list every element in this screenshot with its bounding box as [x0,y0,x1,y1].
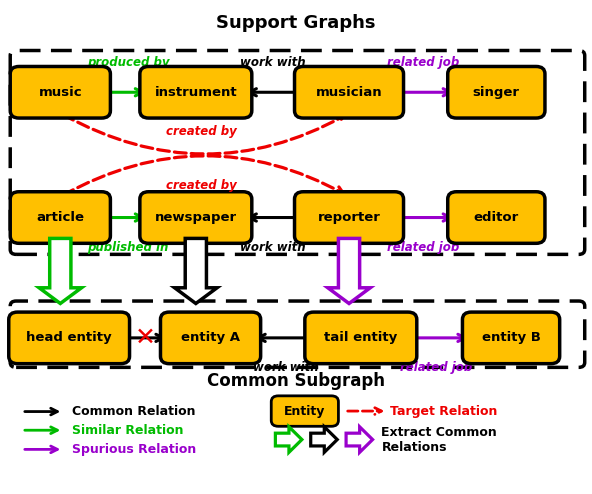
Polygon shape [346,427,372,453]
Text: Target Relation: Target Relation [390,405,498,417]
Text: Entity: Entity [284,405,326,417]
FancyBboxPatch shape [9,312,130,364]
Text: work with: work with [253,362,318,374]
Text: head entity: head entity [26,331,112,344]
FancyBboxPatch shape [462,312,559,364]
Text: reporter: reporter [317,211,381,224]
Text: Common Subgraph: Common Subgraph [207,371,385,390]
Text: related job: related job [387,56,459,69]
Text: Spurious Relation: Spurious Relation [72,443,197,456]
Text: article: article [36,211,84,224]
Text: entity A: entity A [181,331,240,344]
Polygon shape [39,239,82,303]
Text: Support Graphs: Support Graphs [216,14,376,33]
Polygon shape [328,239,370,303]
Text: published in: published in [88,241,169,254]
Text: instrument: instrument [155,86,237,99]
Text: related job: related job [400,362,472,374]
Polygon shape [275,427,302,453]
FancyBboxPatch shape [140,192,252,244]
Text: related job: related job [387,241,459,254]
Text: work with: work with [240,241,305,254]
FancyBboxPatch shape [160,312,260,364]
Polygon shape [311,427,337,453]
Text: Extract Common
Relations: Extract Common Relations [381,425,497,453]
Text: Similar Relation: Similar Relation [72,424,184,437]
Text: produced by: produced by [87,56,169,69]
Text: created by: created by [166,179,237,192]
Text: music: music [38,86,82,99]
FancyBboxPatch shape [271,396,339,426]
Text: editor: editor [474,211,519,224]
Text: newspaper: newspaper [155,211,237,224]
FancyBboxPatch shape [295,67,404,118]
FancyBboxPatch shape [448,67,545,118]
FancyBboxPatch shape [305,312,417,364]
FancyBboxPatch shape [10,192,110,244]
Polygon shape [175,239,217,303]
Text: created by: created by [166,125,237,138]
Text: work with: work with [240,56,305,69]
Text: musician: musician [316,86,382,99]
Text: tail entity: tail entity [324,331,397,344]
Text: singer: singer [473,86,520,99]
Text: entity B: entity B [482,331,540,344]
FancyBboxPatch shape [448,192,545,244]
FancyBboxPatch shape [10,67,110,118]
Text: Common Relation: Common Relation [72,405,195,418]
FancyBboxPatch shape [295,192,404,244]
FancyBboxPatch shape [140,67,252,118]
Text: ✕: ✕ [134,326,156,350]
